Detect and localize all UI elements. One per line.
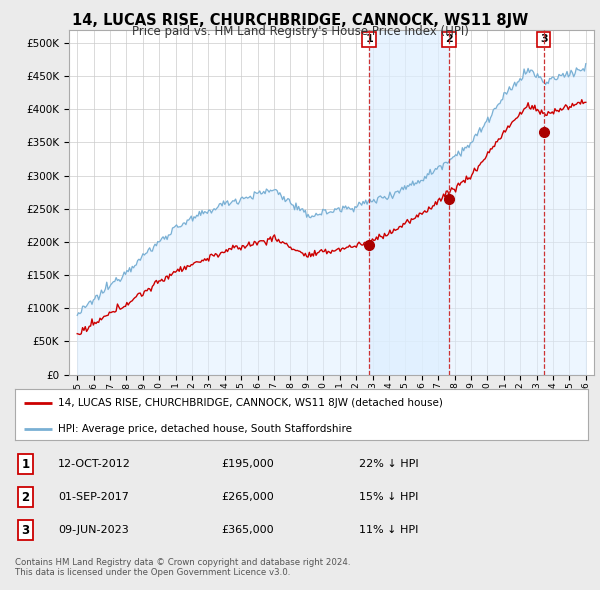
Text: 22% ↓ HPI: 22% ↓ HPI — [359, 459, 418, 469]
Text: 1: 1 — [365, 34, 373, 44]
Text: 15% ↓ HPI: 15% ↓ HPI — [359, 492, 418, 502]
Text: 14, LUCAS RISE, CHURCHBRIDGE, CANNOCK, WS11 8JW: 14, LUCAS RISE, CHURCHBRIDGE, CANNOCK, W… — [72, 13, 528, 28]
Text: 2: 2 — [445, 34, 453, 44]
Text: £365,000: £365,000 — [221, 525, 274, 535]
Text: HPI: Average price, detached house, South Staffordshire: HPI: Average price, detached house, Sout… — [58, 424, 352, 434]
Text: 11% ↓ HPI: 11% ↓ HPI — [359, 525, 418, 535]
Text: £265,000: £265,000 — [221, 492, 274, 502]
Text: 01-SEP-2017: 01-SEP-2017 — [58, 492, 129, 502]
Text: 1: 1 — [21, 457, 29, 471]
Text: 12-OCT-2012: 12-OCT-2012 — [58, 459, 131, 469]
Text: 09-JUN-2023: 09-JUN-2023 — [58, 525, 129, 535]
Text: Price paid vs. HM Land Registry's House Price Index (HPI): Price paid vs. HM Land Registry's House … — [131, 25, 469, 38]
Text: 14, LUCAS RISE, CHURCHBRIDGE, CANNOCK, WS11 8JW (detached house): 14, LUCAS RISE, CHURCHBRIDGE, CANNOCK, W… — [58, 398, 443, 408]
Text: 3: 3 — [21, 523, 29, 537]
Text: Contains HM Land Registry data © Crown copyright and database right 2024.
This d: Contains HM Land Registry data © Crown c… — [15, 558, 350, 577]
Text: 3: 3 — [540, 34, 548, 44]
Bar — [369, 30, 449, 375]
Text: £195,000: £195,000 — [221, 459, 274, 469]
Text: 2: 2 — [21, 490, 29, 504]
